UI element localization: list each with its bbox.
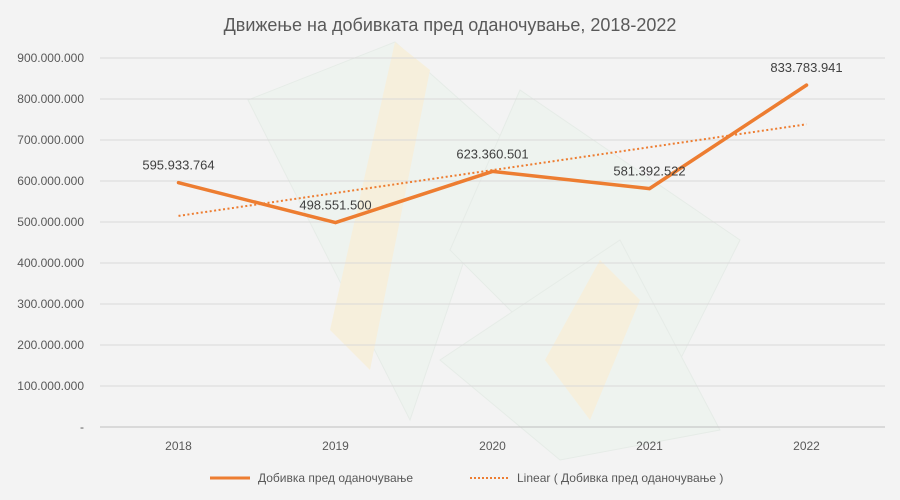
data-label: 498.551.500 [299, 198, 371, 213]
x-tick-label: 2018 [165, 439, 192, 453]
legend: Добивка пред оданочување Linear ( Добивк… [210, 471, 723, 485]
y-tick-label: 400.000.000 [17, 256, 84, 270]
data-point [177, 181, 180, 185]
data-label: 581.392.522 [613, 164, 685, 179]
chart-title: Движење на добивката пред оданочување, 2… [224, 15, 677, 35]
y-tick-label: 200.000.000 [17, 338, 84, 352]
x-tick-label: 2022 [793, 439, 820, 453]
x-axis: 2018 2019 2020 2021 2022 [165, 439, 820, 453]
y-tick-label: 800.000.000 [17, 92, 84, 106]
y-tick-label: 700.000.000 [17, 133, 84, 147]
y-tick-label: 600.000.000 [17, 174, 84, 188]
x-tick-label: 2019 [322, 439, 349, 453]
legend-label-trendline: Linear ( Добивка пред оданочување ) [517, 471, 723, 485]
data-point [491, 169, 494, 173]
y-tick-label: 300.000.000 [17, 297, 84, 311]
y-tick-label: 500.000.000 [17, 215, 84, 229]
x-tick-label: 2020 [479, 439, 506, 453]
y-tick-label: - [80, 420, 84, 434]
data-point [334, 221, 337, 225]
data-label: 595.933.764 [142, 158, 214, 173]
data-point [648, 187, 651, 191]
data-labels: 595.933.764 498.551.500 623.360.501 581.392… [142, 60, 842, 212]
y-axis: - 100.000.000 200.000.000 300.000.000 400.00… [17, 51, 84, 434]
data-point [805, 83, 808, 87]
y-tick-label: 100.000.000 [17, 379, 84, 393]
background-watermark [247, 41, 741, 461]
data-label: 833.783.941 [770, 60, 842, 75]
series-group [176, 83, 809, 225]
data-label: 623.360.501 [456, 146, 528, 161]
gridlines [100, 57, 885, 428]
x-tick-label: 2021 [636, 439, 663, 453]
legend-label-series: Добивка пред оданочување [258, 471, 413, 485]
y-tick-label: 900.000.000 [17, 51, 84, 65]
